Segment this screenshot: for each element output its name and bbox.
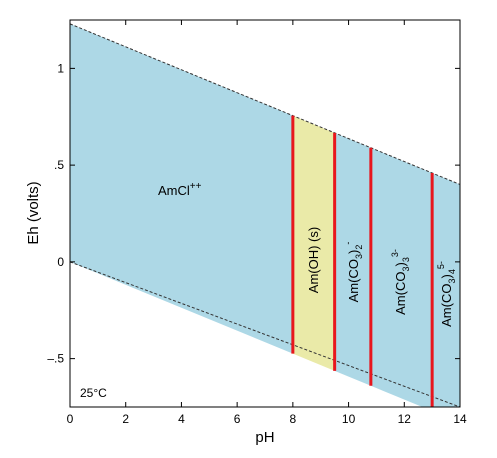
water-upper-limit	[69, 23, 461, 185]
y-tick-label: 1	[57, 61, 64, 75]
field-amcl	[70, 23, 293, 354]
field-amoh-solid	[292, 115, 335, 371]
label-amoh-solid: Am(OH) (s)	[306, 227, 321, 293]
x-tick-label: 4	[178, 412, 185, 426]
field-amco3-4	[432, 173, 460, 407]
x-tick-label: 2	[122, 412, 129, 426]
water-lower-limit	[69, 261, 461, 408]
x-tick-label: 6	[234, 412, 241, 426]
label-amco3-2: Am(CO3)2-	[343, 242, 364, 303]
label-amco3-3: Am(CO3)33-	[390, 249, 411, 315]
field-amco3-3	[370, 147, 433, 407]
y-tick-label: 0	[57, 255, 64, 269]
field-boundaries	[291, 115, 434, 407]
x-axis: 0 2 4 6 8 10 12 14	[67, 20, 467, 426]
y-axis: –.5 0 .5 1	[47, 61, 460, 366]
label-amcl: AmCl++	[158, 181, 202, 198]
stability-fields	[70, 23, 460, 407]
y-tick-label: –.5	[47, 352, 64, 366]
y-tick-label: .5	[54, 158, 64, 172]
x-tick-label: 10	[342, 412, 356, 426]
temperature-label: 25°C	[80, 386, 107, 400]
field-amco3-2	[334, 132, 371, 386]
x-tick-label: 14	[453, 412, 467, 426]
y-axis-title: Eh (volts)	[25, 181, 42, 244]
x-tick-label: 12	[398, 412, 412, 426]
plot-frame	[69, 19, 461, 408]
x-axis-title: pH	[255, 429, 274, 446]
label-amco3-4: Am(CO3)45-	[436, 261, 457, 327]
x-tick-label: 0	[67, 412, 74, 426]
x-tick-label: 8	[290, 412, 297, 426]
